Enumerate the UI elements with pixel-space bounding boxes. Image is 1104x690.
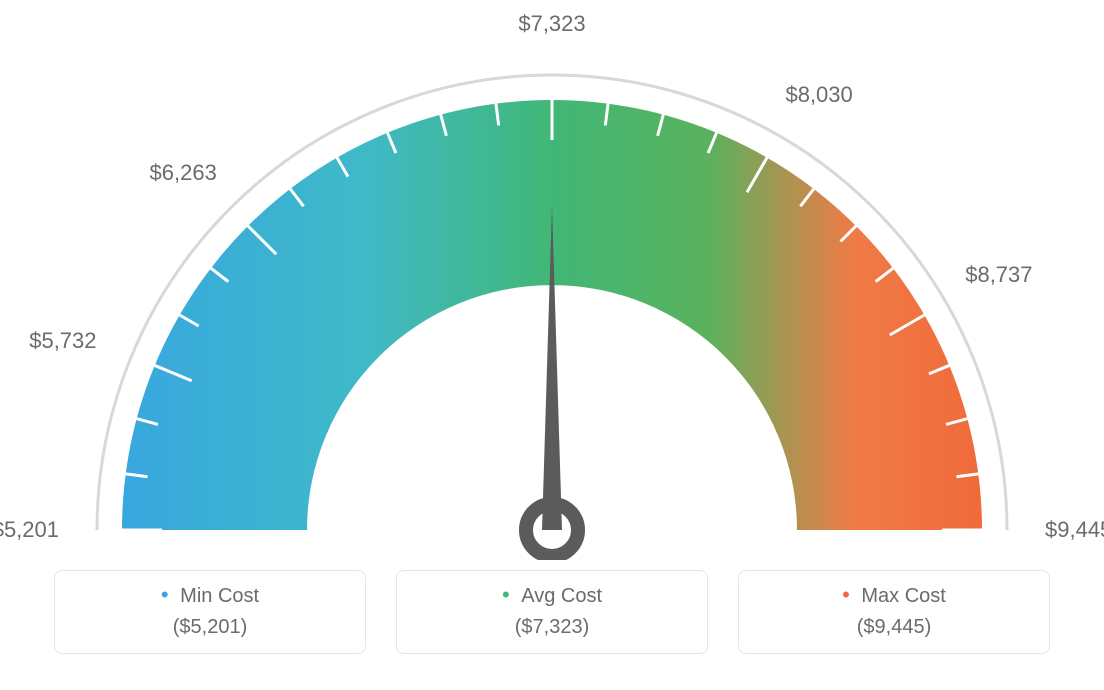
legend-min-value: ($5,201) (55, 616, 365, 639)
gauge-tick-label: $8,737 (965, 262, 1032, 288)
legend-avg-label: Avg Cost (521, 585, 602, 607)
legend-row: • Min Cost ($5,201) • Avg Cost ($7,323) … (0, 570, 1104, 654)
gauge-chart: $5,201 $5,732 $6,263 $7,323 $8,030 $8,737 $9,4… (0, 0, 1104, 560)
legend-avg-value: ($7,323) (397, 616, 707, 639)
gauge-tick-label: $5,201 (0, 517, 59, 543)
legend-card-avg: • Avg Cost ($7,323) (396, 570, 708, 654)
legend-card-max: • Max Cost ($9,445) (738, 570, 1050, 654)
gauge-tick-label: $5,732 (29, 328, 96, 354)
gauge-tick-label: $9,445 (1045, 517, 1104, 543)
legend-max-value: ($9,445) (739, 616, 1049, 639)
gauge-tick-label: $6,263 (150, 161, 217, 187)
legend-min-label: Min Cost (180, 585, 259, 607)
legend-card-min: • Min Cost ($5,201) (54, 570, 366, 654)
gauge-svg (0, 0, 1104, 560)
gauge-tick-label: $8,030 (785, 82, 852, 108)
chart-container: $5,201 $5,732 $6,263 $7,323 $8,030 $8,737 $9,4… (0, 0, 1104, 690)
gauge-tick-label: $7,323 (518, 11, 585, 37)
legend-max-label: Max Cost (861, 585, 945, 607)
